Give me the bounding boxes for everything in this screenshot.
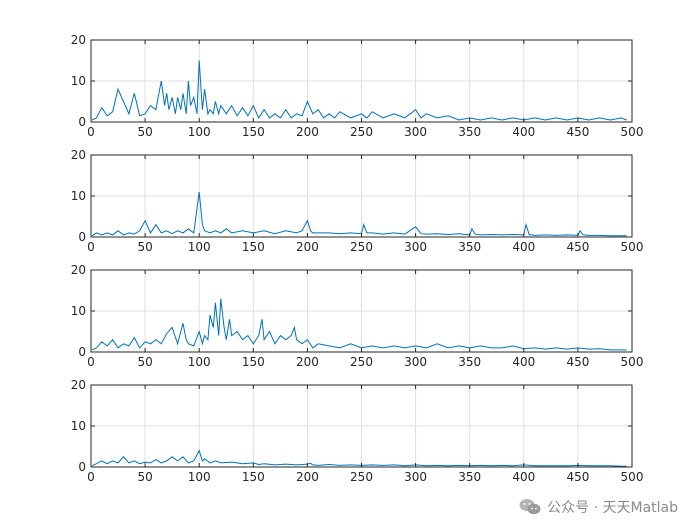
x-tick-label: 300 bbox=[404, 240, 427, 254]
x-tick-label: 100 bbox=[188, 470, 211, 484]
x-tick-label: 450 bbox=[566, 355, 589, 369]
y-tick-label: 0 bbox=[78, 460, 86, 474]
y-tick-label: 10 bbox=[71, 419, 86, 433]
x-tick-label: 150 bbox=[242, 125, 265, 139]
x-tick-label: 100 bbox=[188, 125, 211, 139]
x-tick-label: 500 bbox=[621, 125, 644, 139]
subplot-2: 0 50 100 150 200 250 300 350 400 450 500 0 10 20 bbox=[71, 148, 644, 254]
x-tick-label: 250 bbox=[350, 125, 373, 139]
x-tick-label: 350 bbox=[458, 125, 481, 139]
subplot-3: 0 50 100 150 200 250 300 350 400 450 500 0 10 20 bbox=[71, 263, 644, 369]
series-line bbox=[91, 191, 627, 237]
x-tick-label: 0 bbox=[87, 240, 95, 254]
x-tick-label: 250 bbox=[350, 240, 373, 254]
x-tick-label: 200 bbox=[296, 240, 319, 254]
x-tick-label: 50 bbox=[137, 355, 152, 369]
x-tick-label: 100 bbox=[188, 240, 211, 254]
y-tick-label: 0 bbox=[78, 345, 86, 359]
x-tick-label: 400 bbox=[512, 355, 535, 369]
y-tick-label: 20 bbox=[71, 148, 86, 162]
x-tick-label: 0 bbox=[87, 355, 95, 369]
x-tick-label: 150 bbox=[242, 470, 265, 484]
x-tick-label: 200 bbox=[296, 470, 319, 484]
y-tick-label: 20 bbox=[71, 263, 86, 277]
x-tick-label: 50 bbox=[137, 470, 152, 484]
y-tick-label: 20 bbox=[71, 378, 86, 392]
x-tick-label: 400 bbox=[512, 470, 535, 484]
x-tick-label: 450 bbox=[566, 240, 589, 254]
x-tick-label: 400 bbox=[512, 125, 535, 139]
y-tick-label: 10 bbox=[71, 304, 86, 318]
x-tick-label: 50 bbox=[137, 125, 152, 139]
x-tick-label: 350 bbox=[458, 355, 481, 369]
watermark: 公众号 · 天天Matlab bbox=[519, 497, 678, 517]
series-line bbox=[91, 60, 627, 121]
x-tick-label: 500 bbox=[621, 240, 644, 254]
x-tick-label: 150 bbox=[242, 240, 265, 254]
x-tick-label: 500 bbox=[621, 470, 644, 484]
x-tick-label: 100 bbox=[188, 355, 211, 369]
x-tick-label: 450 bbox=[566, 125, 589, 139]
wechat-icon bbox=[519, 499, 541, 515]
x-tick-label: 50 bbox=[137, 240, 152, 254]
x-tick-label: 350 bbox=[458, 470, 481, 484]
x-tick-label: 300 bbox=[404, 355, 427, 369]
series-line bbox=[91, 298, 627, 351]
y-tick-label: 0 bbox=[78, 115, 86, 129]
x-tick-label: 300 bbox=[404, 470, 427, 484]
series-line bbox=[91, 449, 627, 467]
y-tick-label: 10 bbox=[71, 189, 86, 203]
y-tick-label: 20 bbox=[71, 33, 86, 47]
x-tick-label: 150 bbox=[242, 355, 265, 369]
subplot-4: 0 50 100 150 200 250 300 350 400 450 500 0 10 20 bbox=[71, 378, 644, 484]
x-tick-label: 500 bbox=[621, 355, 644, 369]
x-tick-label: 0 bbox=[87, 125, 95, 139]
y-tick-label: 0 bbox=[78, 230, 86, 244]
x-tick-label: 250 bbox=[350, 470, 373, 484]
x-tick-label: 350 bbox=[458, 240, 481, 254]
x-tick-label: 400 bbox=[512, 240, 535, 254]
x-tick-label: 200 bbox=[296, 125, 319, 139]
x-tick-label: 250 bbox=[350, 355, 373, 369]
x-tick-label: 300 bbox=[404, 125, 427, 139]
watermark-text: 公众号 · 天天Matlab bbox=[547, 500, 678, 516]
subplot-1: 0 50 100 150 200 250 300 350 400 450 500 0 10 20 bbox=[71, 33, 644, 139]
y-tick-label: 10 bbox=[71, 74, 86, 88]
x-tick-label: 200 bbox=[296, 355, 319, 369]
x-tick-label: 0 bbox=[87, 470, 95, 484]
x-tick-label: 450 bbox=[566, 470, 589, 484]
